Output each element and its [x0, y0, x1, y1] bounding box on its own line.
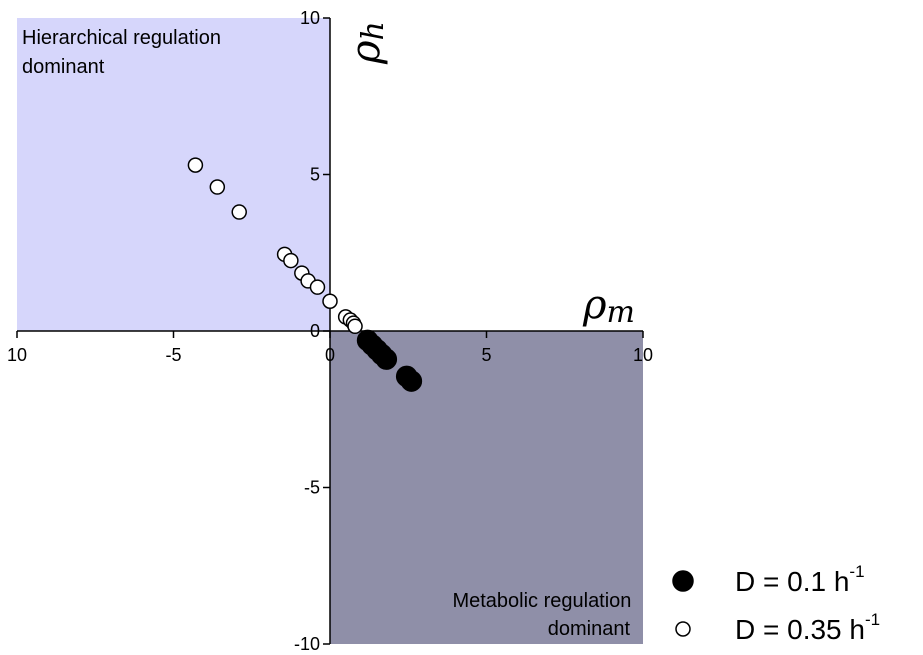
y-tick-label: 5: [310, 165, 320, 185]
legend-marker-open: [675, 621, 691, 637]
region-label-hierarchical-line2: dominant: [22, 56, 105, 78]
data-point-open: [231, 204, 247, 220]
legend-label-filled: D = 0.1 h-1: [735, 562, 865, 597]
data-points: [187, 157, 423, 392]
x-tick-label: -5: [165, 345, 181, 365]
x-tick-label: 10: [7, 345, 27, 365]
legend-marker-filled: [672, 570, 694, 592]
region-hierarchical: [17, 18, 330, 331]
x-ticks: 10 -5 0 5 10: [7, 331, 653, 365]
data-point-open: [283, 252, 299, 269]
x-tick-label: 0: [325, 345, 335, 365]
region-label-hierarchical-line1: Hierarchical regulation: [22, 27, 221, 49]
x-axis-label: ρm: [582, 282, 635, 330]
legend-label-filled-text: D = 0.1 h: [735, 566, 849, 597]
y-tick-label: 0: [310, 321, 320, 341]
region-label-metabolic-line1: Metabolic regulation: [452, 590, 631, 612]
x-axis-label-subscript: m: [607, 295, 635, 330]
region-label-metabolic-line2: dominant: [548, 618, 631, 640]
y-tick-label: -5: [304, 478, 320, 498]
data-point-filled: [375, 348, 398, 370]
region-label-hierarchical: Hierarchical regulation dominant: [22, 27, 227, 78]
y-axis-label-symbol: ρ: [343, 40, 389, 65]
data-point-open: [347, 318, 363, 335]
data-point-open: [187, 157, 204, 173]
y-ticks: -10 -5 0 5 10: [294, 8, 330, 654]
legend-label-open: D = 0.35 h-1: [735, 610, 880, 645]
y-axis-label: ρh: [343, 21, 391, 65]
y-axis-label-subscript: h: [356, 21, 391, 40]
x-axis-label-symbol: ρ: [582, 282, 607, 328]
legend: D = 0.1 h-1 D = 0.35 h-1: [672, 562, 880, 645]
data-point-filled: [400, 370, 423, 392]
x-tick-label: 10: [633, 345, 653, 365]
data-point-open: [309, 279, 326, 295]
legend-label-open-text: D = 0.35 h: [735, 614, 865, 645]
y-tick-label: 10: [300, 8, 320, 28]
region-label-metabolic: Metabolic regulation dominant: [452, 590, 637, 640]
region-metabolic: [330, 331, 643, 644]
x-tick-label: 5: [481, 345, 491, 365]
legend-label-filled-sup: -1: [849, 562, 864, 581]
legend-label-open-sup: -1: [865, 610, 880, 629]
data-point-open: [209, 179, 226, 195]
y-tick-label: -10: [294, 634, 320, 654]
data-point-open: [322, 293, 338, 310]
